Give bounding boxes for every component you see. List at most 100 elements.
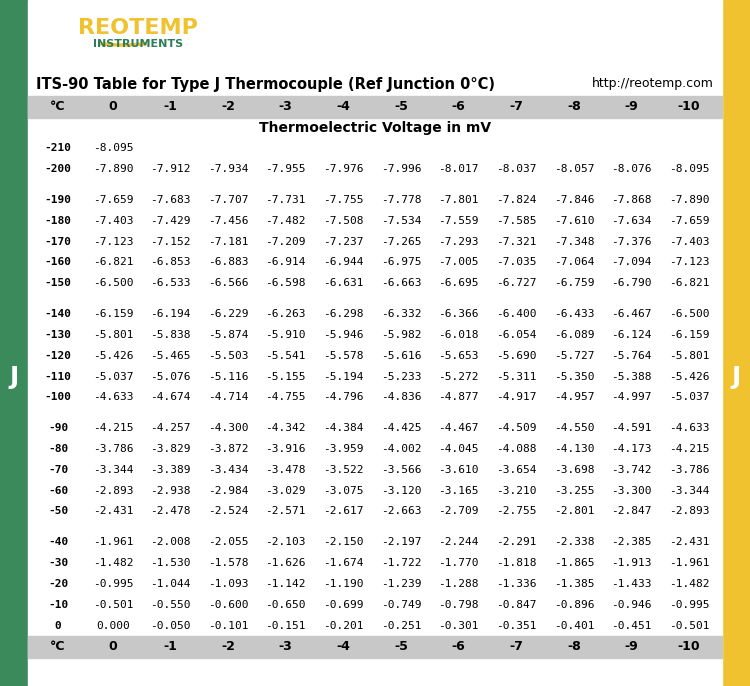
Text: -3.566: -3.566 — [381, 464, 422, 475]
Text: -2.938: -2.938 — [150, 486, 190, 495]
Text: -5.503: -5.503 — [208, 351, 248, 361]
Text: -0.501: -0.501 — [669, 621, 710, 630]
Text: -1: -1 — [164, 641, 178, 654]
Text: -60: -60 — [48, 486, 68, 495]
Text: -7.801: -7.801 — [439, 195, 479, 205]
Text: -2.893: -2.893 — [92, 486, 133, 495]
Text: -7.429: -7.429 — [150, 215, 190, 226]
Text: -6.821: -6.821 — [669, 279, 710, 288]
Text: -7.064: -7.064 — [554, 257, 594, 268]
Text: -0.151: -0.151 — [266, 621, 306, 630]
Text: -5.764: -5.764 — [611, 351, 652, 361]
Text: -6.298: -6.298 — [323, 309, 364, 319]
Text: -7.912: -7.912 — [150, 165, 190, 174]
Text: -4.755: -4.755 — [266, 392, 306, 403]
Text: -4.917: -4.917 — [496, 392, 536, 403]
Text: -3.786: -3.786 — [92, 444, 133, 454]
Text: -2.571: -2.571 — [266, 506, 306, 517]
Text: -2.338: -2.338 — [554, 537, 594, 547]
Text: -7.094: -7.094 — [611, 257, 652, 268]
Text: -6.366: -6.366 — [439, 309, 479, 319]
Text: -3.522: -3.522 — [323, 464, 364, 475]
Text: -4.342: -4.342 — [266, 423, 306, 433]
Text: -4.674: -4.674 — [150, 392, 190, 403]
Text: -5.874: -5.874 — [208, 330, 248, 340]
Text: -0.749: -0.749 — [381, 600, 422, 610]
Text: -1.818: -1.818 — [496, 558, 536, 568]
Text: -7.610: -7.610 — [554, 215, 594, 226]
Text: -4.215: -4.215 — [92, 423, 133, 433]
Text: -7.585: -7.585 — [496, 215, 536, 226]
Text: -6.821: -6.821 — [92, 257, 133, 268]
Text: -7.955: -7.955 — [266, 165, 306, 174]
Text: INSTRUMENTS: INSTRUMENTS — [93, 39, 183, 49]
Text: REOTEMP: REOTEMP — [78, 18, 198, 38]
Text: -5.690: -5.690 — [496, 351, 536, 361]
Text: -3.165: -3.165 — [439, 486, 479, 495]
Text: 0: 0 — [109, 641, 117, 654]
Text: -3.120: -3.120 — [381, 486, 422, 495]
Text: http://reotemp.com: http://reotemp.com — [592, 78, 714, 91]
Text: -4.130: -4.130 — [554, 444, 594, 454]
Text: -7: -7 — [509, 101, 524, 113]
Text: -1.674: -1.674 — [323, 558, 364, 568]
Text: -5.037: -5.037 — [92, 372, 133, 381]
Text: ITS-90 Table for Type J Thermocouple (Ref Junction 0°C): ITS-90 Table for Type J Thermocouple (Re… — [36, 77, 495, 91]
Text: -1.482: -1.482 — [669, 579, 710, 589]
Text: -0.650: -0.650 — [266, 600, 306, 610]
Text: -4.215: -4.215 — [669, 444, 710, 454]
Text: -6.159: -6.159 — [92, 309, 133, 319]
Text: -3: -3 — [279, 101, 292, 113]
Text: -3.344: -3.344 — [669, 486, 710, 495]
Text: -5.233: -5.233 — [381, 372, 422, 381]
Text: 0: 0 — [109, 101, 117, 113]
Text: -5.838: -5.838 — [150, 330, 190, 340]
Text: -7.731: -7.731 — [266, 195, 306, 205]
Text: -6.790: -6.790 — [611, 279, 652, 288]
Text: -7.348: -7.348 — [554, 237, 594, 246]
Text: -6.124: -6.124 — [611, 330, 652, 340]
Text: -190: -190 — [44, 195, 71, 205]
Text: -3.610: -3.610 — [439, 464, 479, 475]
Text: -10: -10 — [678, 641, 700, 654]
Text: -140: -140 — [44, 309, 71, 319]
Text: -4.300: -4.300 — [208, 423, 248, 433]
Text: -2.431: -2.431 — [669, 537, 710, 547]
Text: -7.123: -7.123 — [669, 257, 710, 268]
Text: -7.659: -7.659 — [92, 195, 133, 205]
Text: -7.996: -7.996 — [381, 165, 422, 174]
Text: -5.801: -5.801 — [669, 351, 710, 361]
Text: -1.482: -1.482 — [92, 558, 133, 568]
Text: -4: -4 — [337, 641, 350, 654]
Text: -4.796: -4.796 — [323, 392, 364, 403]
Text: -7.846: -7.846 — [554, 195, 594, 205]
Text: -3.742: -3.742 — [611, 464, 652, 475]
Text: -5.727: -5.727 — [554, 351, 594, 361]
Text: -0.050: -0.050 — [150, 621, 190, 630]
Text: -50: -50 — [48, 506, 68, 517]
Text: J: J — [731, 365, 740, 389]
Text: -2.709: -2.709 — [439, 506, 479, 517]
Text: -2.431: -2.431 — [92, 506, 133, 517]
Text: -7.123: -7.123 — [92, 237, 133, 246]
Text: -3.434: -3.434 — [208, 464, 248, 475]
Text: -1.336: -1.336 — [496, 579, 536, 589]
Text: -7.976: -7.976 — [323, 165, 364, 174]
Text: -0.251: -0.251 — [381, 621, 422, 630]
Text: -7: -7 — [509, 641, 524, 654]
Text: -2.197: -2.197 — [381, 537, 422, 547]
Text: °C: °C — [50, 101, 66, 113]
Text: -110: -110 — [44, 372, 71, 381]
Text: -0.847: -0.847 — [496, 600, 536, 610]
Text: -4.425: -4.425 — [381, 423, 422, 433]
Text: -2.617: -2.617 — [323, 506, 364, 517]
Text: -20: -20 — [48, 579, 68, 589]
Text: -5.194: -5.194 — [323, 372, 364, 381]
Text: -5.037: -5.037 — [669, 392, 710, 403]
Text: -6.500: -6.500 — [669, 309, 710, 319]
Text: -4.836: -4.836 — [381, 392, 422, 403]
Text: -3.389: -3.389 — [150, 464, 190, 475]
Text: -6.663: -6.663 — [381, 279, 422, 288]
Text: -2.478: -2.478 — [150, 506, 190, 517]
Text: -5.311: -5.311 — [496, 372, 536, 381]
